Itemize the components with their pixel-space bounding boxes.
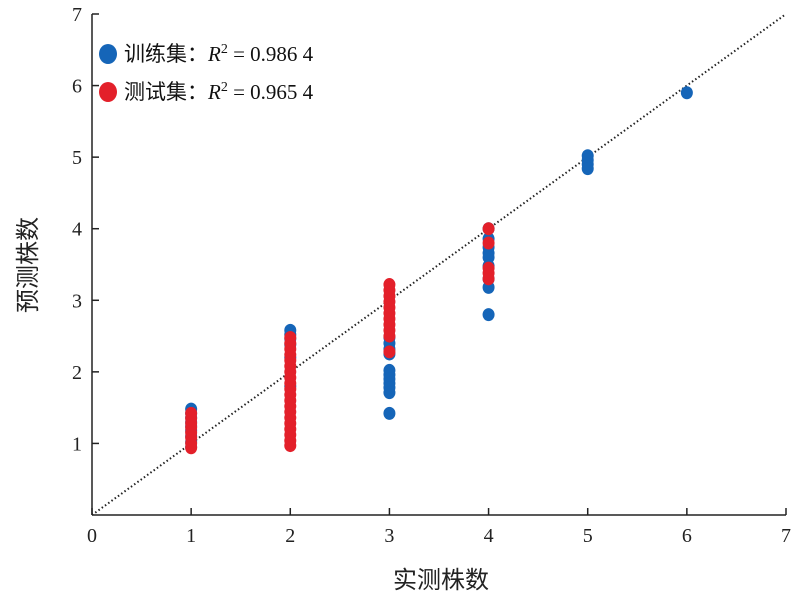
legend: 训练集：R2 = 0.986 4 测试集：R2 = 0.965 4	[99, 42, 314, 104]
legend-marker-test	[99, 82, 117, 102]
x-tick-label: 1	[186, 525, 196, 547]
x-tick-label: 7	[781, 525, 791, 547]
data-point-test	[383, 329, 396, 343]
legend-r2-symbol-train: R	[207, 42, 221, 66]
legend-entry-test: 测试集：R2 = 0.965 4	[99, 80, 314, 104]
reference-line-y-equals-x	[91, 13, 787, 516]
series-test	[185, 222, 495, 455]
data-point-train	[581, 162, 594, 176]
y-tick-label: 2	[72, 362, 82, 384]
legend-entry-train: 训练集：R2 = 0.986 4	[99, 42, 314, 66]
y-tick-label: 7	[72, 4, 82, 26]
data-point-train	[383, 406, 396, 420]
data-point-train	[383, 386, 396, 400]
x-axis-title: 实测株数	[393, 566, 489, 594]
data-point-test	[383, 345, 396, 359]
data-point-train	[482, 308, 495, 322]
y-axis-ticks: 1 2 3 4 5 6 7	[72, 4, 99, 455]
x-tick-label: 0	[87, 525, 97, 547]
legend-r2-value-test: = 0.965 4	[228, 80, 314, 104]
legend-r2-symbol-test: R	[207, 80, 221, 104]
series-train	[185, 86, 693, 454]
data-points	[185, 86, 693, 455]
legend-r2-value-train: = 0.986 4	[228, 42, 314, 66]
y-axis-title: 预测株数	[14, 217, 42, 313]
x-tick-label: 4	[484, 525, 494, 547]
y-tick-label: 5	[72, 147, 82, 169]
svg-text:测试集：R2 = 0.965 4: 测试集：R2 = 0.965 4	[124, 80, 314, 104]
x-tick-label: 5	[583, 525, 593, 547]
legend-label-test: 测试集：	[124, 80, 208, 104]
data-point-train	[680, 86, 693, 100]
y-tick-label: 3	[72, 290, 82, 312]
legend-r2-sup-test: 2	[221, 80, 228, 95]
y-tick-label: 4	[72, 219, 82, 241]
legend-label-train: 训练集：	[124, 42, 208, 66]
x-tick-label: 3	[384, 525, 394, 547]
legend-marker-train	[99, 44, 117, 64]
axes	[91, 14, 786, 516]
data-point-test	[482, 236, 495, 250]
y-tick-label: 1	[72, 433, 82, 455]
data-point-test	[185, 441, 198, 455]
svg-text:训练集：R2 = 0.986 4: 训练集：R2 = 0.986 4	[124, 42, 314, 66]
x-axis-ticks: 0 1 2 3 4 5 6 7	[87, 508, 791, 547]
data-point-test	[284, 439, 297, 453]
data-point-test	[482, 272, 495, 286]
y-tick-label: 6	[72, 76, 82, 98]
data-point-test	[482, 222, 495, 236]
x-tick-label: 6	[682, 525, 692, 547]
legend-r2-sup-train: 2	[221, 42, 228, 57]
x-tick-label: 2	[285, 525, 295, 547]
